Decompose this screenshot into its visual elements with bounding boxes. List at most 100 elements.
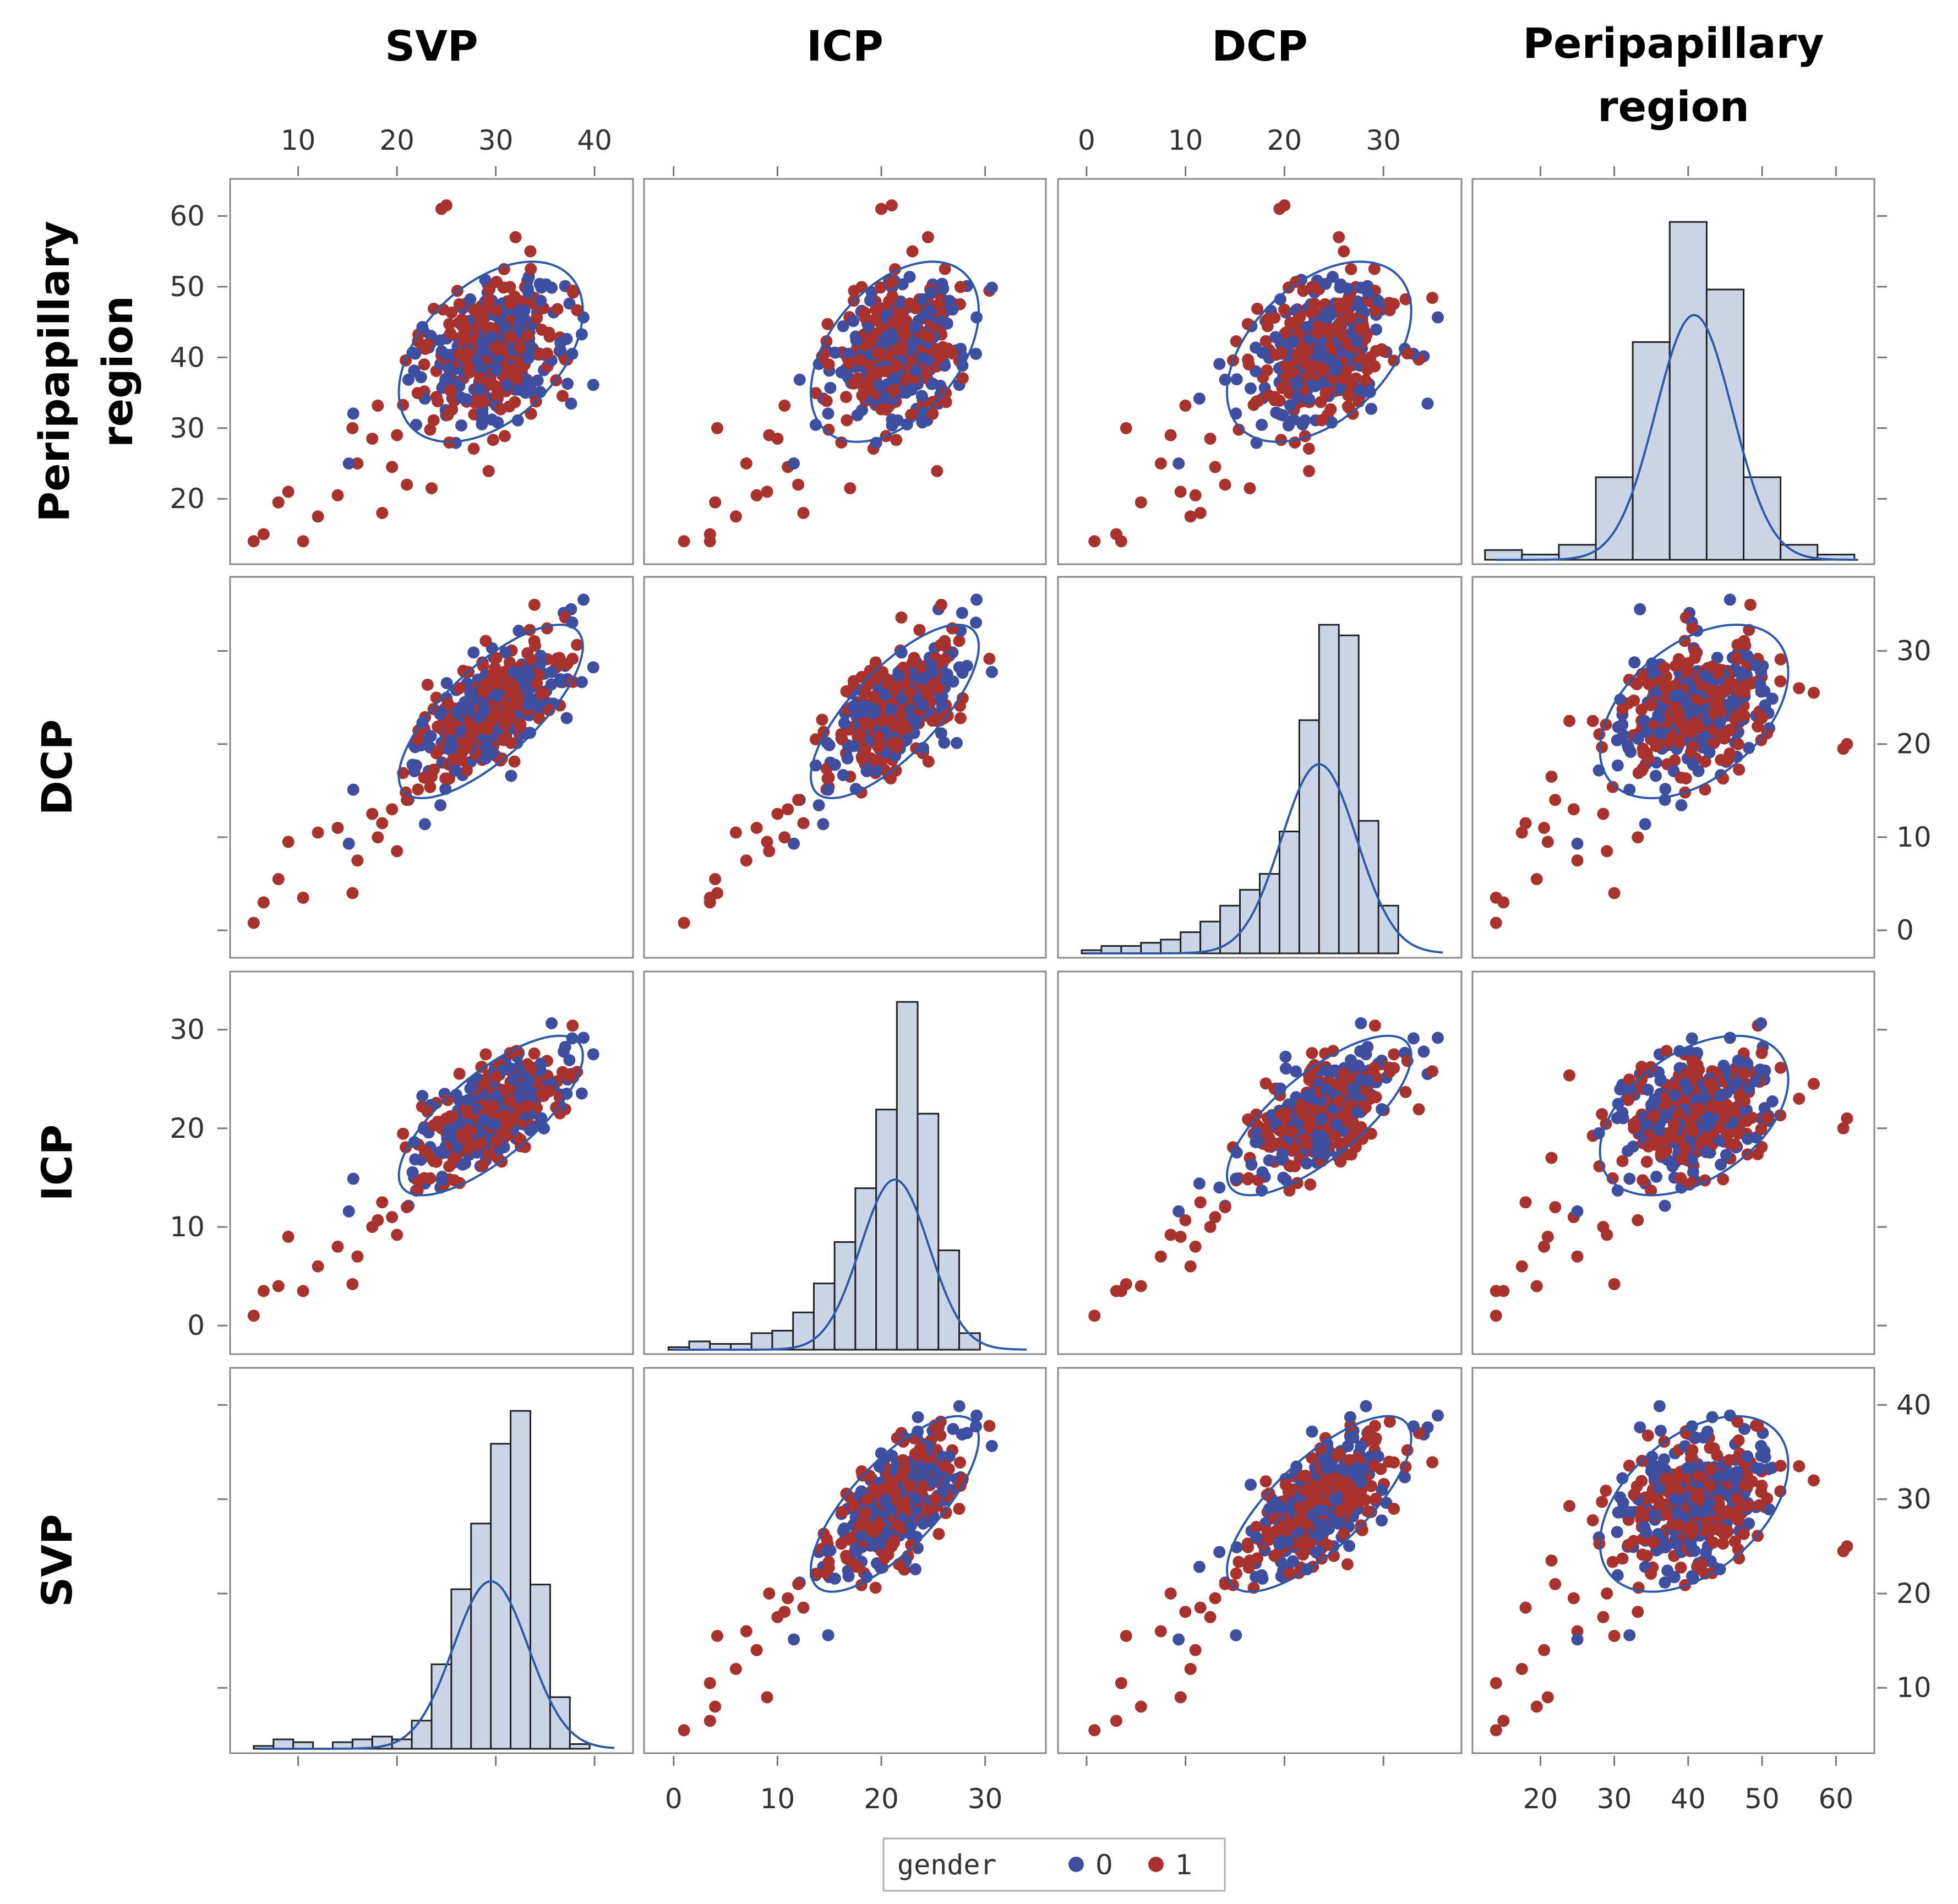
cell-dcp-vs-dcp: [1057, 576, 1463, 959]
point-gender-1: [935, 598, 947, 611]
point-gender-0: [445, 734, 458, 747]
point-gender-1: [729, 510, 742, 523]
point-gender-1: [484, 714, 497, 727]
hist-bar: [1357, 820, 1379, 954]
point-gender-1: [1259, 1475, 1272, 1488]
point-gender-1: [525, 1061, 537, 1074]
point-gender-1: [1242, 1541, 1255, 1553]
point-gender-1: [1345, 263, 1357, 275]
point-gender-0: [467, 646, 480, 659]
point-gender-0: [479, 274, 492, 286]
point-gender-1: [571, 304, 583, 317]
point-gender-1: [1426, 1456, 1439, 1469]
point-gender-0: [842, 347, 855, 360]
point-gender-0: [565, 397, 577, 410]
point-gender-1: [1209, 1211, 1221, 1224]
point-gender-1: [514, 721, 526, 733]
point-gender-0: [1291, 391, 1303, 404]
point-gender-0: [1326, 416, 1338, 429]
point-gender-1: [932, 682, 945, 695]
point-gender-1: [929, 342, 942, 355]
point-gender-1: [391, 1229, 403, 1241]
point-gender-1: [1401, 347, 1414, 360]
point-gender-0: [1724, 1032, 1736, 1044]
point-gender-0: [1766, 692, 1779, 705]
point-gender-1: [1209, 1592, 1221, 1605]
point-gender-0: [864, 294, 876, 307]
point-gender-1: [1088, 1310, 1101, 1322]
point-gender-1: [822, 423, 835, 436]
hist-bar: [529, 1584, 551, 1750]
point-gender-0: [828, 346, 841, 359]
normal-density-curve: [1496, 314, 1858, 561]
point-gender-0: [455, 419, 468, 432]
hist-bar: [1705, 288, 1745, 561]
point-gender-1: [483, 283, 496, 296]
point-gender-1: [703, 535, 716, 548]
column-title-peripapillary-region: Peripapillary: [1523, 19, 1824, 68]
point-gender-1: [1242, 358, 1255, 371]
point-gender-1: [571, 639, 583, 651]
point-gender-1: [1278, 303, 1291, 316]
point-gender-0: [788, 457, 800, 470]
point-gender-1: [432, 395, 444, 407]
point-gender-1: [312, 826, 324, 839]
point-gender-0: [821, 1545, 833, 1557]
point-gender-0: [912, 1411, 924, 1423]
point-gender-1: [282, 485, 294, 498]
point-gender-0: [1303, 393, 1316, 406]
point-gender-1: [1315, 365, 1328, 378]
point-gender-0: [1732, 1054, 1744, 1067]
point-gender-1: [1154, 457, 1167, 470]
point-gender-1: [953, 1503, 966, 1515]
point-gender-1: [1675, 1133, 1688, 1146]
point-gender-0: [885, 703, 897, 716]
point-gender-0: [1352, 1060, 1365, 1072]
point-gender-1: [782, 1592, 794, 1605]
point-gender-1: [1675, 771, 1687, 784]
point-gender-0: [1668, 690, 1681, 702]
point-gender-1: [1738, 1095, 1750, 1108]
point-gender-1: [1275, 434, 1288, 446]
point-gender-1: [1189, 489, 1202, 501]
hist-bar: [450, 1588, 472, 1750]
point-gender-1: [525, 263, 537, 275]
point-gender-0: [943, 1450, 956, 1463]
point-gender-1: [797, 817, 810, 830]
point-gender-1: [474, 1137, 487, 1150]
point-gender-0: [554, 673, 567, 685]
point-gender-0: [916, 699, 929, 711]
point-gender-1: [1279, 327, 1291, 340]
point-gender-1: [508, 755, 521, 768]
point-gender-1: [792, 1578, 805, 1590]
point-gender-1: [1261, 313, 1274, 326]
point-gender-1: [1383, 304, 1396, 317]
point-gender-1: [844, 482, 857, 494]
point-gender-1: [1793, 682, 1806, 695]
point-gender-1: [821, 318, 834, 330]
point-gender-0: [1360, 1048, 1372, 1061]
point-gender-1: [885, 713, 898, 725]
point-gender-1: [509, 396, 521, 408]
point-gender-1: [1365, 1127, 1377, 1140]
point-gender-1: [1519, 1196, 1532, 1209]
point-gender-0: [522, 699, 535, 711]
point-gender-0: [1327, 271, 1339, 283]
point-gender-0: [1717, 1060, 1730, 1072]
point-gender-1: [424, 781, 437, 793]
point-gender-1: [740, 854, 752, 867]
point-gender-1: [921, 1504, 934, 1516]
point-gender-1: [524, 245, 537, 258]
point-gender-1: [1738, 710, 1750, 722]
point-gender-1: [1793, 1093, 1806, 1105]
point-gender-1: [1354, 323, 1366, 335]
point-gender-1: [525, 653, 537, 665]
point-gender-1: [1335, 1078, 1348, 1091]
cell-peripapillary-region-vs-icp: [643, 178, 1047, 565]
point-gender-0: [347, 783, 359, 796]
point-gender-1: [421, 338, 434, 351]
point-gender-0: [560, 332, 573, 345]
hist-bar: [812, 1283, 836, 1351]
point-gender-1: [1154, 1250, 1167, 1263]
point-gender-1: [954, 281, 967, 293]
